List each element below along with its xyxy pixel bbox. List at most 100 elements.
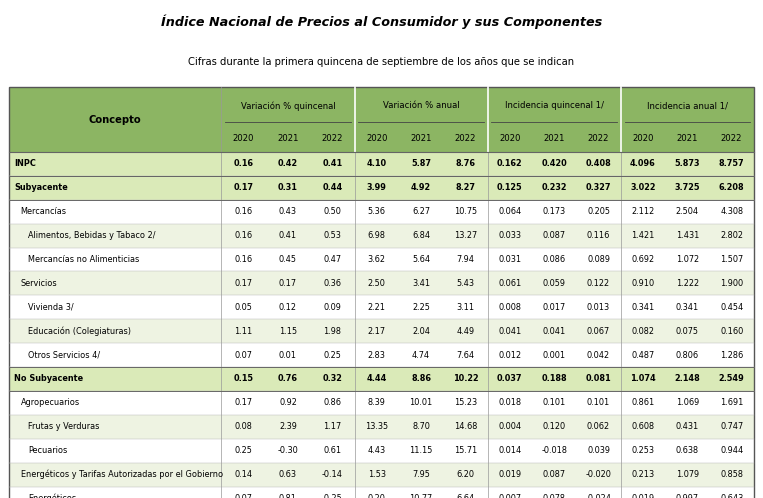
Bar: [9, 248, 754, 271]
Text: 0.09: 0.09: [324, 303, 341, 312]
Text: 2021: 2021: [277, 133, 298, 143]
Text: -0.018: -0.018: [541, 446, 567, 455]
Text: 1.507: 1.507: [720, 255, 743, 264]
Bar: [9, 439, 754, 463]
Text: 13.35: 13.35: [365, 422, 388, 431]
Text: 0.101: 0.101: [542, 398, 566, 407]
Text: -0.020: -0.020: [586, 470, 611, 479]
Bar: [221, 87, 355, 124]
Text: 1.286: 1.286: [720, 351, 743, 360]
Text: 2021: 2021: [543, 133, 565, 143]
Text: 2021: 2021: [410, 133, 432, 143]
Text: 0.47: 0.47: [324, 255, 341, 264]
Bar: [9, 319, 754, 343]
Text: Agropecuarios: Agropecuarios: [21, 398, 79, 407]
Text: 0.173: 0.173: [542, 207, 565, 216]
Text: 0.16: 0.16: [234, 231, 253, 240]
Text: Alimentos, Bebidas y Tabaco 2/: Alimentos, Bebidas y Tabaco 2/: [28, 231, 156, 240]
Bar: [9, 367, 754, 391]
Bar: [9, 343, 754, 367]
Text: 0.059: 0.059: [542, 279, 565, 288]
Text: No Subyacente: No Subyacente: [14, 374, 84, 383]
Text: 6.64: 6.64: [456, 494, 475, 498]
Text: Otros Servicios 4/: Otros Servicios 4/: [28, 351, 101, 360]
Text: 0.32: 0.32: [323, 374, 343, 383]
Text: 1.11: 1.11: [234, 327, 253, 336]
Text: 8.76: 8.76: [456, 159, 475, 168]
Text: Incidencia quincenal 1/: Incidencia quincenal 1/: [504, 101, 604, 111]
Text: 4.44: 4.44: [366, 374, 387, 383]
Text: 0.253: 0.253: [632, 446, 655, 455]
Text: 0.92: 0.92: [279, 398, 297, 407]
Text: 2.83: 2.83: [368, 351, 385, 360]
Text: 0.162: 0.162: [497, 159, 523, 168]
Text: 0.861: 0.861: [631, 398, 655, 407]
Text: 2.39: 2.39: [279, 422, 297, 431]
Text: 0.14: 0.14: [234, 470, 253, 479]
Bar: [221, 124, 266, 152]
Text: 0.43: 0.43: [279, 207, 297, 216]
Text: 2.04: 2.04: [412, 327, 430, 336]
Text: 0.25: 0.25: [235, 446, 253, 455]
Text: Servicios: Servicios: [21, 279, 57, 288]
Text: 0.125: 0.125: [497, 183, 523, 192]
Text: 8.86: 8.86: [411, 374, 431, 383]
Text: 0.078: 0.078: [542, 494, 565, 498]
Text: 2022: 2022: [721, 133, 742, 143]
Text: Subyacente: Subyacente: [14, 183, 68, 192]
Text: 3.725: 3.725: [674, 183, 700, 192]
Text: 2021: 2021: [677, 133, 698, 143]
Bar: [9, 87, 754, 498]
Text: 15.71: 15.71: [454, 446, 477, 455]
Text: Educación (Colegiaturas): Educación (Colegiaturas): [28, 326, 131, 336]
Text: 4.308: 4.308: [720, 207, 743, 216]
Bar: [488, 124, 532, 152]
Text: 5.36: 5.36: [368, 207, 385, 216]
Text: 1.98: 1.98: [324, 327, 341, 336]
Text: 0.01: 0.01: [279, 351, 297, 360]
Text: 0.014: 0.014: [498, 446, 521, 455]
Text: 0.089: 0.089: [587, 255, 610, 264]
Text: 0.341: 0.341: [676, 303, 699, 312]
Text: -0.25: -0.25: [322, 494, 343, 498]
Bar: [9, 87, 221, 152]
Text: 8.70: 8.70: [412, 422, 430, 431]
Text: 2022: 2022: [321, 133, 343, 143]
Text: 1.421: 1.421: [631, 231, 655, 240]
Text: 0.008: 0.008: [498, 303, 521, 312]
Text: 1.072: 1.072: [676, 255, 699, 264]
Text: 0.087: 0.087: [542, 470, 565, 479]
Text: 0.064: 0.064: [498, 207, 521, 216]
Text: 1.15: 1.15: [279, 327, 297, 336]
Text: Variación % anual: Variación % anual: [383, 101, 459, 111]
Bar: [9, 271, 754, 295]
Text: Cifras durante la primera quincena de septiembre de los años que se indican: Cifras durante la primera quincena de se…: [188, 57, 575, 67]
Text: 4.43: 4.43: [368, 446, 386, 455]
Text: 0.188: 0.188: [542, 374, 567, 383]
Text: 0.44: 0.44: [322, 183, 343, 192]
Text: 0.86: 0.86: [324, 398, 341, 407]
Text: 0.101: 0.101: [587, 398, 610, 407]
Text: Energéticos: Energéticos: [28, 494, 76, 498]
Text: 0.42: 0.42: [278, 159, 298, 168]
Text: 1.691: 1.691: [720, 398, 743, 407]
Text: 7.95: 7.95: [412, 470, 430, 479]
Text: 4.74: 4.74: [412, 351, 430, 360]
Text: 0.160: 0.160: [720, 327, 743, 336]
Text: 0.431: 0.431: [676, 422, 699, 431]
Text: 0.120: 0.120: [542, 422, 565, 431]
Text: 0.08: 0.08: [235, 422, 253, 431]
Text: 3.62: 3.62: [368, 255, 385, 264]
Text: 0.327: 0.327: [586, 183, 611, 192]
Text: 0.062: 0.062: [587, 422, 610, 431]
Text: 4.92: 4.92: [411, 183, 431, 192]
Text: 7.64: 7.64: [456, 351, 475, 360]
Text: 1.074: 1.074: [630, 374, 655, 383]
Text: 0.12: 0.12: [279, 303, 297, 312]
Text: 0.81: 0.81: [279, 494, 297, 498]
Text: 3.022: 3.022: [630, 183, 655, 192]
Text: Concepto: Concepto: [89, 115, 142, 124]
Bar: [443, 124, 488, 152]
Text: 10.77: 10.77: [410, 494, 433, 498]
Bar: [9, 224, 754, 248]
